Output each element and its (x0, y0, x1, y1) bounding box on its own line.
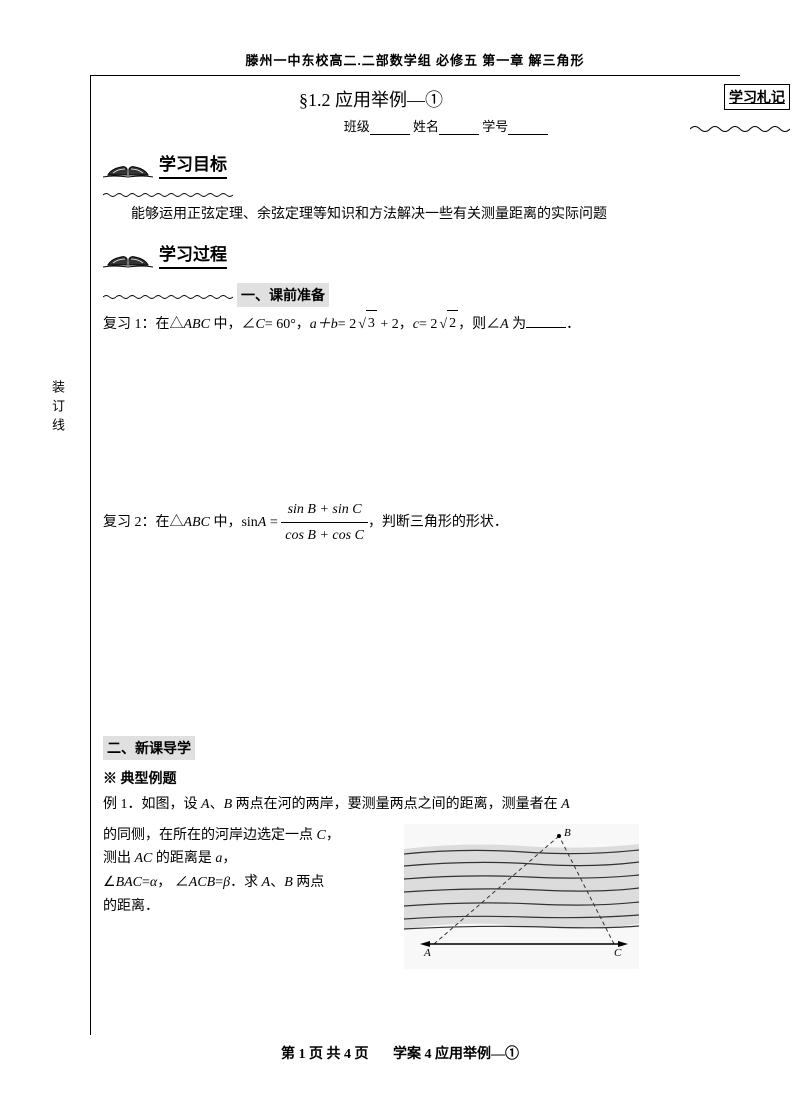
r1-a: A (500, 317, 509, 332)
ex1-t: 例 1．如图，设 (103, 797, 201, 812)
ex1-t: 两点在河的两岸，要测量两点之间的距离，测量者在 (232, 797, 561, 812)
ex1-l3a: 测出 (103, 851, 135, 866)
r1-s3: 3 (366, 310, 377, 336)
section-1-title: 学习目标 (159, 150, 227, 179)
ex1-AC: AC (135, 851, 153, 866)
page-footer: 第 1 页 共 4 页 学案 4 应用举例—① (0, 1043, 800, 1063)
example-1-line1: 例 1．如图，设 A、B 两点在河的两岸，要测量两点之间的距离，测量者在 A (103, 792, 639, 817)
page: 滕州一中东校高二.二部数学组 必修五 第一章 解三角形 装订线 学习札记 §1.… (0, 0, 800, 1108)
notes-box: 学习札记 (724, 84, 790, 110)
wave-underline-2 (103, 294, 233, 300)
wave-underline-1 (103, 192, 233, 198)
ex1-A: A (201, 797, 210, 812)
r2-abc: ABC (184, 515, 210, 530)
document-title: §1.2 应用举例—① (103, 86, 639, 112)
river-diagram: B A C (404, 824, 639, 969)
ex1-A3: A (262, 875, 271, 890)
ex1-l2c: ， (326, 828, 340, 843)
example-section: 二、新课导学 ※ 典型例题 例 1．如图，设 A、B 两点在河的两岸，要测量两点… (103, 728, 639, 968)
ex1-l2a: 的同侧，在所在的河岸边选定一点 (103, 828, 317, 843)
r2-end: ，判断三角形的形状． (368, 515, 508, 530)
section-1-head: 学习目标 (103, 147, 639, 179)
sqrt-icon: 3 (356, 311, 377, 337)
ex1-l3e: ， (222, 851, 236, 866)
objective-text: 能够运用正弦定理、余弦定理等知识和方法解决一些有关测量距离的实际问题 (103, 203, 639, 227)
id-blank[interactable] (508, 121, 548, 135)
ex1-B: B (224, 797, 233, 812)
diagram-label-b: B (564, 827, 571, 839)
ex1-l4i: ．求 (230, 875, 262, 890)
ex1-eq2: = (215, 875, 223, 890)
r1-text: 复习 1：在△ (103, 317, 184, 332)
main-content-frame: 学习札记 §1.2 应用举例—① 班级 姓名 学号 学习目标 (90, 75, 740, 1035)
id-label: 学号 (482, 119, 508, 134)
class-blank[interactable] (370, 121, 410, 135)
frac-den: cos B + cos C (281, 523, 368, 548)
sqrt-icon: 2 (437, 311, 458, 337)
r1-ab: a＋b (310, 317, 338, 332)
subhead-1: 一、课前准备 (237, 283, 329, 307)
example-body: 的同侧，在所在的河岸边选定一点 C， 测出 AC 的距离是 a， ∠BAC=α，… (103, 824, 639, 969)
ex1-l4m: 两点 (293, 875, 325, 890)
r1-end: ，则∠ (458, 317, 500, 332)
review-2: 复习 2：在△ABC 中，sinA = sin B + sin Ccos B +… (103, 497, 639, 548)
answer-blank-1[interactable] (526, 327, 566, 328)
subhead-2: 二、新课导学 (103, 736, 195, 760)
r1-plus: + 2， (377, 317, 413, 332)
doc-label: 学案 4 应用举例—① (393, 1047, 519, 1062)
r2-eq: = (266, 515, 281, 530)
r1-t2: 中，∠ (210, 317, 256, 332)
fraction: sin B + sin Ccos B + cos C (281, 497, 368, 548)
section-2-title: 学习过程 (159, 240, 227, 269)
ex1-l3c: 的距离是 (152, 851, 215, 866)
example-text: 的同侧，在所在的河岸边选定一点 C， 测出 AC 的距离是 a， ∠BAC=α，… (103, 824, 394, 969)
r1-eq2: = 2 (338, 317, 356, 332)
binding-label: 装订线 (48, 380, 67, 437)
ex1-ACB: ACB (189, 875, 215, 890)
r2-mid: 中，sin (210, 515, 258, 530)
ex1-l5: 的距离． (103, 895, 394, 919)
name-label: 姓名 (413, 119, 439, 134)
ex1-l4a: ∠ (103, 875, 116, 890)
name-blank[interactable] (439, 121, 479, 135)
r1-p: ． (566, 317, 580, 332)
ex1-A2: A (561, 797, 570, 812)
ex1-C: C (317, 828, 326, 843)
typical-examples-head: ※ 典型例题 (103, 768, 639, 788)
r1-s2: 2 (447, 310, 458, 336)
r1-c: C (255, 317, 264, 332)
ex1-B2: B (284, 875, 293, 890)
diagram-label-c: C (614, 947, 622, 959)
book-icon (103, 237, 153, 269)
page-header: 滕州一中东校高二.二部数学组 必修五 第一章 解三角形 (90, 50, 740, 69)
ex1-eq: = (142, 875, 150, 890)
ex1-BAC: BAC (116, 875, 142, 890)
r2-pre: 复习 2：在△ (103, 515, 184, 530)
ex1-l4e: ， ∠ (157, 875, 189, 890)
section-2-head: 学习过程 (103, 237, 639, 269)
r1-wei: 为 (509, 317, 527, 332)
diagram-label-a: A (423, 947, 431, 959)
class-label: 班级 (344, 119, 370, 134)
r1-eq3: = 2 (419, 317, 437, 332)
content-area: §1.2 应用举例—① 班级 姓名 学号 学习目标 能够运用正弦定理、余弦定理等… (91, 76, 651, 979)
ex1-l4k: 、 (270, 875, 284, 890)
ex1-t: 、 (210, 797, 224, 812)
review-1: 复习 1：在△ABC 中，∠C= 60°，a＋b= 23 + 2，c= 22，则… (103, 311, 639, 337)
r1-abc: ABC (184, 317, 210, 332)
frac-num: sin B + sin C (281, 497, 368, 523)
book-icon (103, 147, 153, 179)
wavy-decoration (690, 124, 790, 134)
page-number: 第 1 页 共 4 页 (281, 1047, 369, 1062)
student-info-line: 班级 姓名 学号 (103, 116, 639, 135)
r1-eq1: = 60°， (265, 317, 310, 332)
